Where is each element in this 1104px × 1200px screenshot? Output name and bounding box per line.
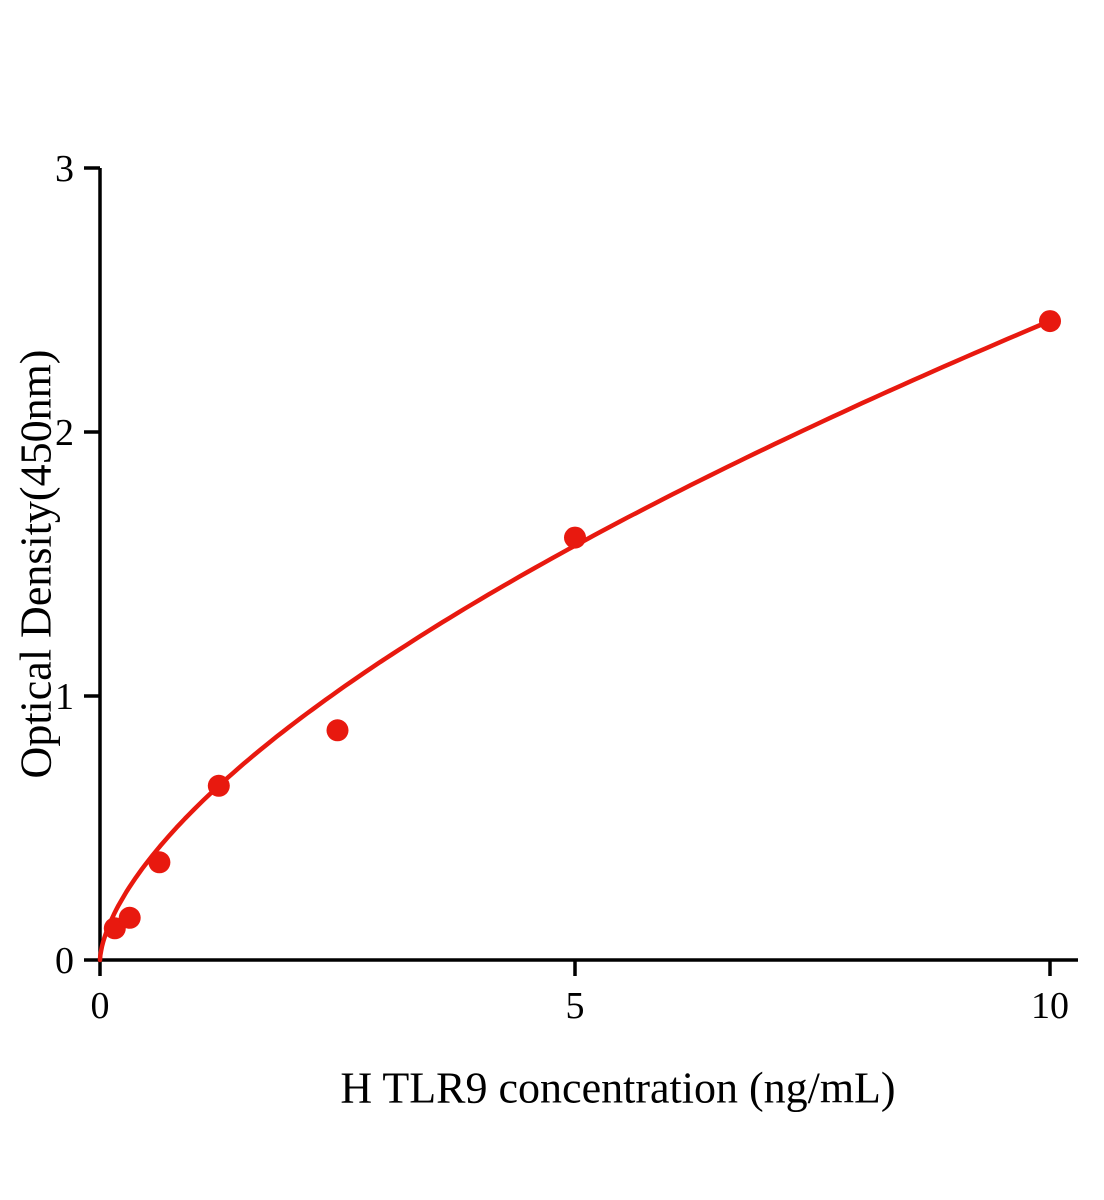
- fit-curve: [97, 318, 1053, 963]
- y-tick-label: 0: [55, 940, 74, 982]
- x-tick-label: 5: [566, 985, 585, 1027]
- data-point: [1039, 310, 1061, 333]
- x-tick-label: 0: [91, 985, 110, 1027]
- data-point: [564, 526, 586, 549]
- y-axis-label: Optical Density(450nm): [11, 349, 61, 779]
- data-point: [326, 719, 349, 742]
- data-point: [148, 851, 171, 874]
- x-tick-label: 10: [1031, 985, 1069, 1027]
- x-axis-label: H TLR9 concentration (ng/mL): [340, 1063, 896, 1113]
- y-tick-label: 1: [55, 676, 74, 718]
- axis-spines: [98, 168, 1078, 962]
- data-point: [207, 774, 230, 797]
- y-tick-label: 3: [55, 148, 74, 190]
- data-point: [118, 906, 141, 929]
- y-tick-label: 2: [55, 412, 74, 454]
